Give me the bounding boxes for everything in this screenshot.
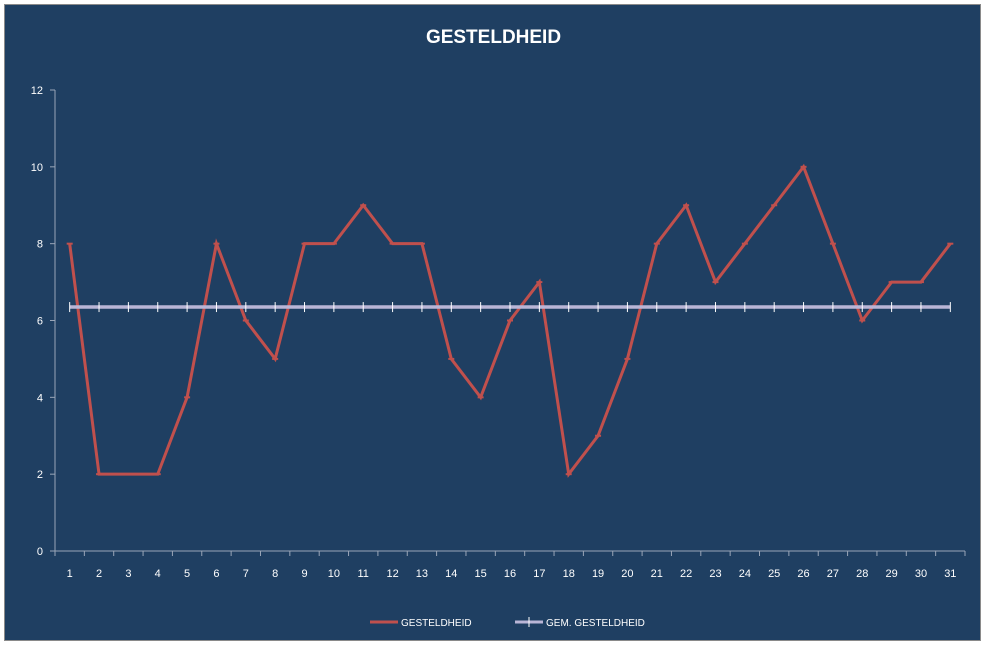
y-tick-label: 6 — [37, 316, 43, 328]
y-tick-label: 8 — [37, 239, 43, 251]
x-tick-label: 14 — [445, 568, 457, 580]
series-layer — [66, 163, 954, 478]
x-tick-label: 17 — [533, 568, 545, 580]
x-tick-label: 7 — [243, 568, 249, 580]
y-tick-label: 10 — [31, 162, 43, 174]
x-tick-label: 4 — [155, 568, 161, 580]
x-tick-label: 22 — [680, 568, 692, 580]
x-tick-label: 21 — [651, 568, 663, 580]
y-tick-label: 12 — [31, 85, 43, 97]
x-tick-label: 2 — [96, 568, 102, 580]
legend-label-gesteldheid: GESTELDHEID — [401, 618, 472, 629]
y-tick-label: 4 — [37, 392, 43, 404]
legend: GESTELDHEID GEM. GESTELDHEID — [370, 617, 645, 629]
x-tick-label: 24 — [739, 568, 751, 580]
x-tick-label: 1 — [67, 568, 73, 580]
x-tick-label: 8 — [272, 568, 278, 580]
legend-label-gem-gesteldheid: GEM. GESTELDHEID — [546, 618, 645, 629]
chart-area: GESTELDHEID — [4, 4, 981, 641]
x-tick-label: 19 — [592, 568, 604, 580]
x-tick-label: 16 — [504, 568, 516, 580]
x-tick-label: 31 — [944, 568, 956, 580]
y-tick-label: 2 — [37, 469, 43, 481]
x-tick-label: 15 — [475, 568, 487, 580]
x-tick-label: 18 — [563, 568, 575, 580]
x-tick-label: 27 — [827, 568, 839, 580]
x-tick-label: 28 — [856, 568, 868, 580]
x-tick-label: 13 — [416, 568, 428, 580]
x-tick-label: 11 — [358, 568, 369, 580]
x-tick-label: 30 — [915, 568, 927, 580]
x-tick-label: 6 — [213, 568, 219, 580]
x-tick-label: 20 — [621, 568, 633, 580]
x-tick-label: 23 — [709, 568, 721, 580]
x-tick-label: 26 — [797, 568, 809, 580]
x-tick-label: 3 — [125, 568, 131, 580]
y-tick-label: 0 — [37, 546, 43, 558]
x-tick-label: 29 — [885, 568, 897, 580]
x-tick-label: 10 — [328, 568, 340, 580]
x-tick-label: 25 — [768, 568, 780, 580]
x-tick-label: 9 — [301, 568, 307, 580]
x-tick-label: 5 — [184, 568, 190, 580]
chart-title: GESTELDHEID — [425, 27, 562, 48]
x-tick-label: 12 — [386, 568, 398, 580]
